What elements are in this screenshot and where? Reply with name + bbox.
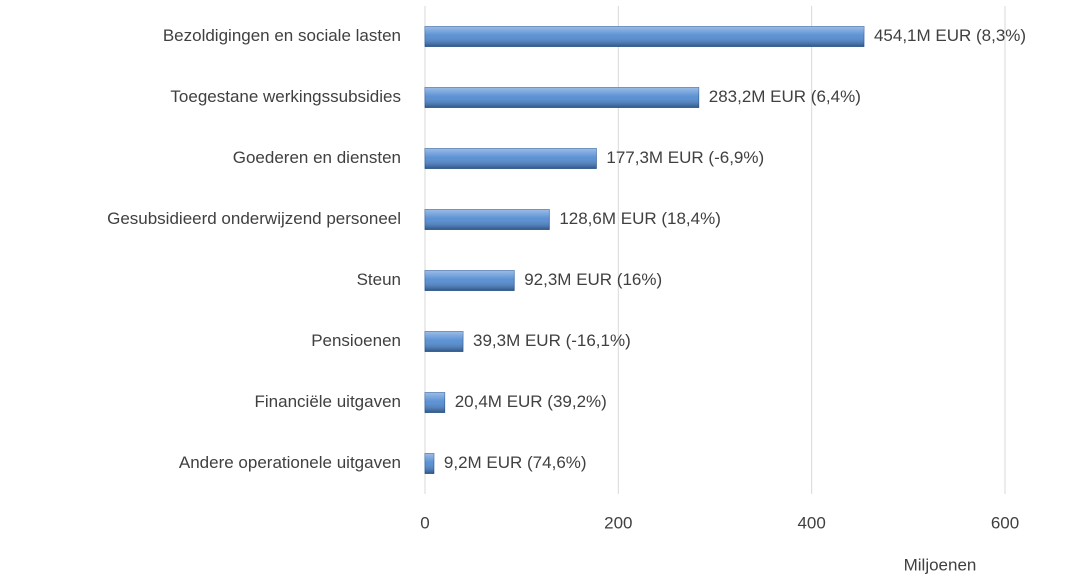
- value-label: 177,3M EUR (-6,9%): [606, 148, 764, 167]
- y-tick-label: Toegestane werkingssubsidies: [170, 87, 401, 106]
- bar: [424, 26, 865, 47]
- x-tick-label: 400: [797, 513, 825, 532]
- y-tick-label: Gesubsidieerd onderwijzend personeel: [107, 209, 401, 228]
- value-label: 39,3M EUR (-16,1%): [473, 331, 631, 350]
- value-label: 92,3M EUR (16%): [524, 270, 662, 289]
- bar: [424, 87, 700, 108]
- y-tick-label: Steun: [357, 270, 401, 289]
- bar: [424, 392, 446, 413]
- bar: [424, 270, 515, 291]
- y-tick-label: Andere operationele uitgaven: [179, 453, 401, 472]
- value-label: 454,1M EUR (8,3%): [874, 26, 1026, 45]
- bar: [424, 453, 435, 474]
- x-tick-label: 200: [604, 513, 632, 532]
- value-label: 20,4M EUR (39,2%): [455, 392, 607, 411]
- x-tick-label: 0: [420, 513, 429, 532]
- x-tick-label: 600: [991, 513, 1019, 532]
- y-tick-label: Financiële uitgaven: [255, 392, 401, 411]
- value-label: 9,2M EUR (74,6%): [444, 453, 587, 472]
- y-tick-label: Goederen en diensten: [233, 148, 401, 167]
- x-axis-label: Miljoenen: [904, 555, 977, 574]
- bar: [424, 209, 550, 230]
- bar: [424, 148, 597, 169]
- value-label: 283,2M EUR (6,4%): [709, 87, 861, 106]
- bar: [424, 331, 464, 352]
- value-label: 128,6M EUR (18,4%): [559, 209, 721, 228]
- y-tick-label: Bezoldigingen en sociale lasten: [163, 26, 401, 45]
- y-tick-label: Pensioenen: [311, 331, 401, 350]
